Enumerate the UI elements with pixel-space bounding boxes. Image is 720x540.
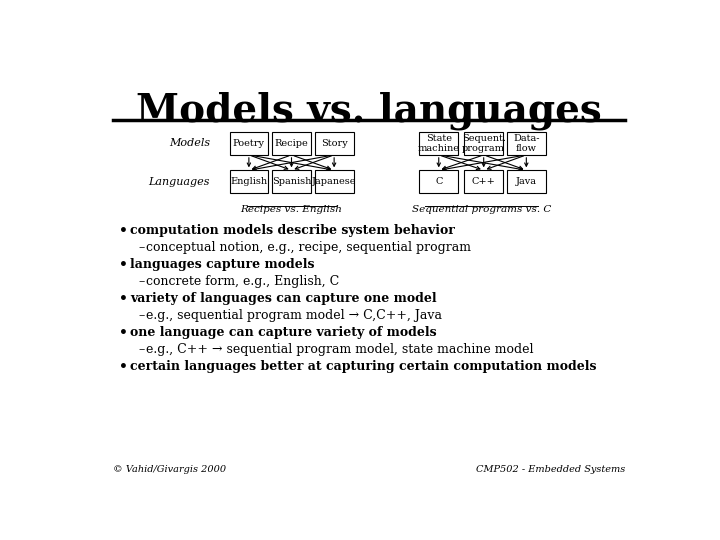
Text: © Vahid/Givargis 2000: © Vahid/Givargis 2000 <box>113 465 226 475</box>
Text: Java: Java <box>516 177 537 186</box>
Text: concrete form, e.g., English, C: concrete form, e.g., English, C <box>145 275 339 288</box>
Text: e.g., sequential program model → C,C++, Java: e.g., sequential program model → C,C++, … <box>145 309 442 322</box>
FancyBboxPatch shape <box>419 170 458 193</box>
Text: –: – <box>138 275 144 288</box>
Text: e.g., C++ → sequential program model, state machine model: e.g., C++ → sequential program model, st… <box>145 343 534 356</box>
Text: computation models describe system behavior: computation models describe system behav… <box>130 224 455 237</box>
Text: Recipes vs. English: Recipes vs. English <box>240 205 343 214</box>
FancyBboxPatch shape <box>419 132 458 155</box>
Text: Data-
flow: Data- flow <box>513 133 539 153</box>
Text: –: – <box>138 241 144 254</box>
Text: one language can capture variety of models: one language can capture variety of mode… <box>130 326 437 339</box>
Text: •: • <box>120 292 128 306</box>
Text: Models vs. languages: Models vs. languages <box>136 92 602 130</box>
FancyBboxPatch shape <box>272 132 311 155</box>
Text: Poetry: Poetry <box>233 139 265 148</box>
Text: –: – <box>138 343 144 356</box>
FancyBboxPatch shape <box>507 132 546 155</box>
Text: •: • <box>120 360 128 374</box>
FancyBboxPatch shape <box>507 170 546 193</box>
Text: •: • <box>120 224 128 238</box>
Text: •: • <box>120 326 128 340</box>
Text: English: English <box>230 177 267 186</box>
Text: Spanish: Spanish <box>272 177 311 186</box>
Text: Japanese: Japanese <box>312 177 356 186</box>
Text: variety of languages can capture one model: variety of languages can capture one mod… <box>130 292 437 305</box>
FancyBboxPatch shape <box>315 132 354 155</box>
FancyBboxPatch shape <box>230 170 269 193</box>
Text: Recipe: Recipe <box>274 139 308 148</box>
Text: conceptual notion, e.g., recipe, sequential program: conceptual notion, e.g., recipe, sequent… <box>145 241 471 254</box>
Text: CMP502 - Embedded Systems: CMP502 - Embedded Systems <box>475 465 625 475</box>
Text: State
machine: State machine <box>418 133 460 153</box>
FancyBboxPatch shape <box>464 170 503 193</box>
Text: certain languages better at capturing certain computation models: certain languages better at capturing ce… <box>130 360 597 373</box>
Text: •: • <box>120 258 128 272</box>
FancyBboxPatch shape <box>315 170 354 193</box>
Text: C++: C++ <box>472 177 495 186</box>
Text: Sequent.
program: Sequent. program <box>462 133 505 153</box>
Text: Models: Models <box>169 138 210 149</box>
Text: languages capture models: languages capture models <box>130 258 315 271</box>
Text: C: C <box>435 177 442 186</box>
Text: Languages: Languages <box>148 177 210 187</box>
FancyBboxPatch shape <box>464 132 503 155</box>
Text: Sequential programs vs. C: Sequential programs vs. C <box>412 205 551 214</box>
FancyBboxPatch shape <box>230 132 269 155</box>
FancyBboxPatch shape <box>272 170 311 193</box>
Text: Story: Story <box>320 139 348 148</box>
Text: –: – <box>138 309 144 322</box>
